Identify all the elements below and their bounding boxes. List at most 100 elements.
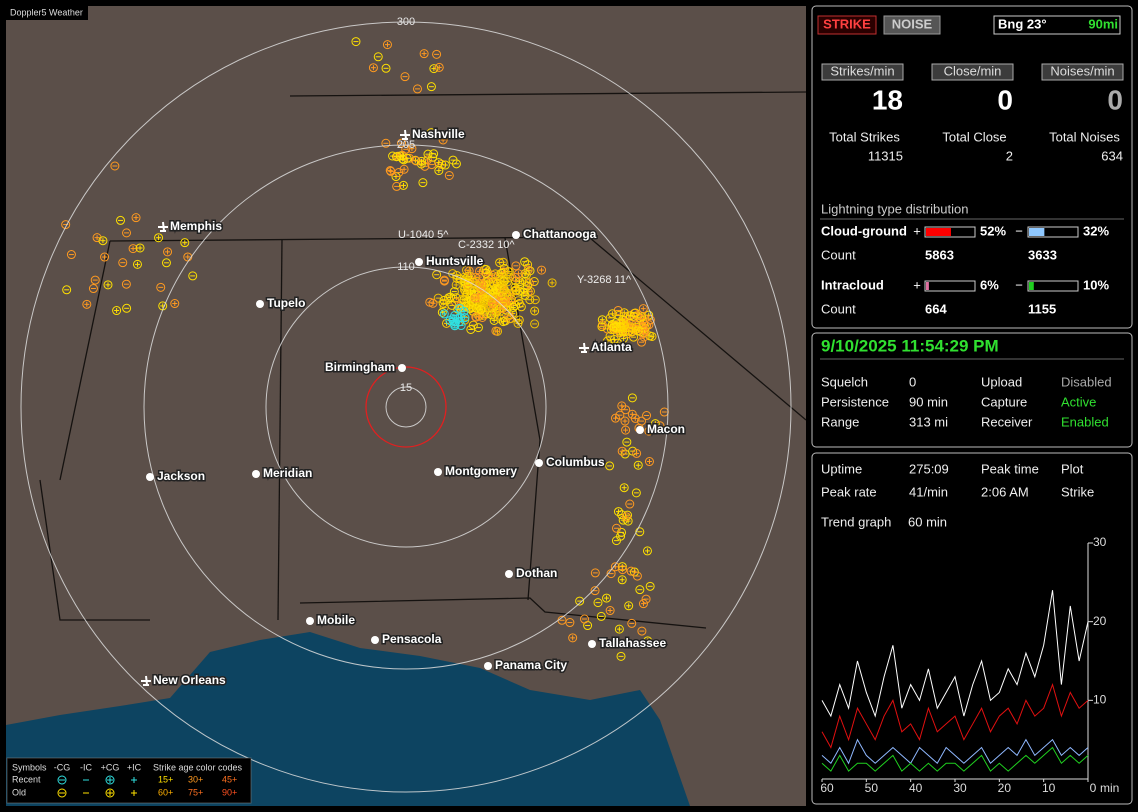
strike-ring — [639, 328, 649, 338]
strike-button[interactable] — [817, 15, 877, 35]
strike-ring — [131, 213, 141, 223]
sensor-callout: C-2332 10^ — [458, 239, 515, 251]
strike-symbol — [476, 305, 486, 315]
strike-symbol — [631, 488, 641, 498]
strike-ring — [644, 426, 654, 436]
strike-ring — [488, 270, 498, 280]
strike-ring — [520, 276, 530, 286]
strike-symbol — [487, 310, 497, 320]
strike-ring — [499, 274, 509, 284]
strike-symbol — [617, 575, 627, 585]
strike-ring — [617, 575, 627, 585]
strike-ring — [613, 338, 623, 348]
strike-symbol — [520, 269, 530, 279]
x-tick-label: 40 — [909, 781, 923, 795]
strike-ring — [513, 269, 523, 279]
strike-ring — [602, 336, 612, 346]
strike-ring — [476, 305, 486, 315]
total-value: 634 — [1101, 148, 1123, 163]
strike-ring — [61, 220, 71, 230]
strike-ring — [385, 166, 395, 176]
legend-type: +IC — [127, 762, 142, 772]
strike-symbol — [66, 250, 76, 260]
strike-ring — [627, 393, 637, 403]
city-dot — [434, 468, 442, 476]
strike-symbol — [643, 636, 653, 646]
strike-symbol — [394, 168, 404, 178]
strike-symbol — [381, 138, 391, 148]
rate-label: Close/min — [944, 63, 1002, 78]
strike-symbol — [444, 170, 454, 180]
strike-symbol — [82, 299, 92, 309]
sign: + — [913, 223, 921, 238]
strike-ring — [590, 586, 600, 596]
strike-ring — [62, 285, 72, 295]
strike-ring — [392, 152, 402, 162]
city-dot — [636, 426, 644, 434]
strike-symbol — [641, 594, 651, 604]
strike-ring — [568, 633, 578, 643]
strike-ring — [530, 306, 540, 316]
strike-symbol — [434, 62, 444, 72]
strike-symbol — [498, 317, 508, 327]
window-title: Doppler5 Weather — [10, 7, 83, 17]
strike-ring — [90, 275, 100, 285]
strike-ring — [630, 308, 640, 318]
strike-symbol — [397, 138, 407, 148]
strike-ring — [643, 636, 653, 646]
strike-symbol — [480, 298, 490, 308]
strike-ring — [481, 269, 491, 279]
strike-symbol — [633, 460, 643, 470]
strike-symbol — [627, 618, 637, 628]
border — [39, 479, 150, 621]
strike-symbol — [621, 512, 631, 522]
strike-symbol — [511, 261, 521, 271]
strike-symbol — [490, 269, 500, 279]
city-label: Birmingham — [325, 360, 395, 374]
trend-line — [821, 590, 1089, 718]
strike-ring — [132, 259, 142, 269]
strike-symbol — [122, 303, 132, 313]
strike-ring — [121, 279, 131, 289]
strike-ring — [627, 327, 637, 337]
noise-button[interactable] — [883, 15, 941, 35]
strike-ring — [619, 308, 629, 318]
strike-symbol — [100, 252, 110, 262]
strike-symbol — [637, 626, 647, 636]
strike-ring — [468, 320, 478, 330]
strike-symbol — [627, 393, 637, 403]
panel-box — [811, 332, 1133, 448]
strike-symbol — [62, 285, 72, 295]
trend-stat: 2:06 AM — [981, 484, 1029, 499]
bar-track — [1027, 226, 1079, 238]
strike-symbol — [399, 164, 409, 174]
count-value: 1155 — [1028, 301, 1056, 316]
sign: + — [913, 277, 921, 292]
strike-ring — [381, 138, 391, 148]
strike-ring — [427, 160, 437, 170]
strike-symbol — [92, 233, 102, 243]
strike-ring — [475, 266, 485, 276]
strike-ring — [596, 611, 606, 621]
strike-symbol — [451, 280, 461, 290]
close-ring — [365, 366, 447, 448]
strike-ring — [400, 72, 410, 82]
strike-ring — [522, 281, 532, 291]
strike-ring — [419, 49, 429, 59]
strike-ring — [597, 322, 607, 332]
strike-symbol — [132, 259, 142, 269]
trend-line — [821, 738, 1089, 765]
strike-ring — [627, 618, 637, 628]
bar-track — [924, 280, 976, 292]
x-axis-label: min — [1100, 781, 1119, 795]
strike-symbol — [522, 281, 532, 291]
strike-ring — [579, 614, 589, 624]
strike-ring — [620, 449, 630, 459]
strike-symbol — [392, 152, 402, 162]
strike-symbol — [183, 252, 193, 262]
pct-label: 10% — [1083, 277, 1109, 292]
pct-label: 32% — [1083, 223, 1109, 238]
count-value: 664 — [925, 301, 947, 316]
strike-ring — [487, 310, 497, 320]
panel-box — [811, 5, 1133, 329]
